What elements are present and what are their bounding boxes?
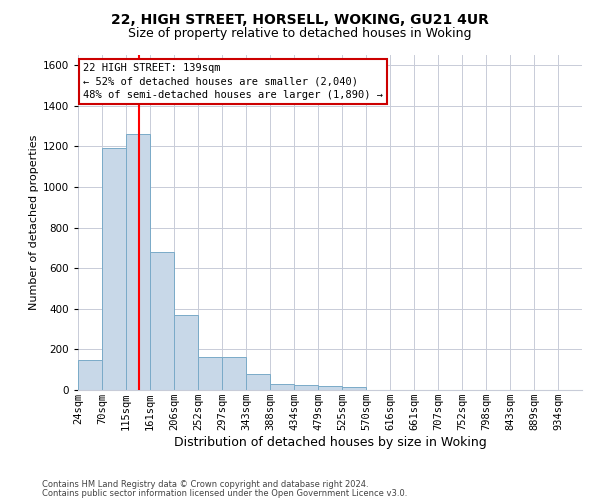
Bar [294, 385, 318, 390]
Bar [126, 134, 150, 390]
Bar [246, 374, 270, 390]
Bar [342, 387, 366, 390]
Bar [318, 386, 342, 390]
Text: 22 HIGH STREET: 139sqm
← 52% of detached houses are smaller (2,040)
48% of semi-: 22 HIGH STREET: 139sqm ← 52% of detached… [83, 64, 383, 100]
Bar [198, 356, 222, 390]
Bar [78, 360, 102, 390]
Text: 22, HIGH STREET, HORSELL, WOKING, GU21 4UR: 22, HIGH STREET, HORSELL, WOKING, GU21 4… [111, 12, 489, 26]
Bar [222, 356, 246, 390]
Text: Contains HM Land Registry data © Crown copyright and database right 2024.: Contains HM Land Registry data © Crown c… [42, 480, 368, 489]
X-axis label: Distribution of detached houses by size in Woking: Distribution of detached houses by size … [173, 436, 487, 449]
Bar [150, 252, 174, 390]
Y-axis label: Number of detached properties: Number of detached properties [29, 135, 38, 310]
Bar [174, 315, 198, 390]
Bar [102, 148, 126, 390]
Text: Contains public sector information licensed under the Open Government Licence v3: Contains public sector information licen… [42, 488, 407, 498]
Text: Size of property relative to detached houses in Woking: Size of property relative to detached ho… [128, 28, 472, 40]
Bar [270, 384, 294, 390]
